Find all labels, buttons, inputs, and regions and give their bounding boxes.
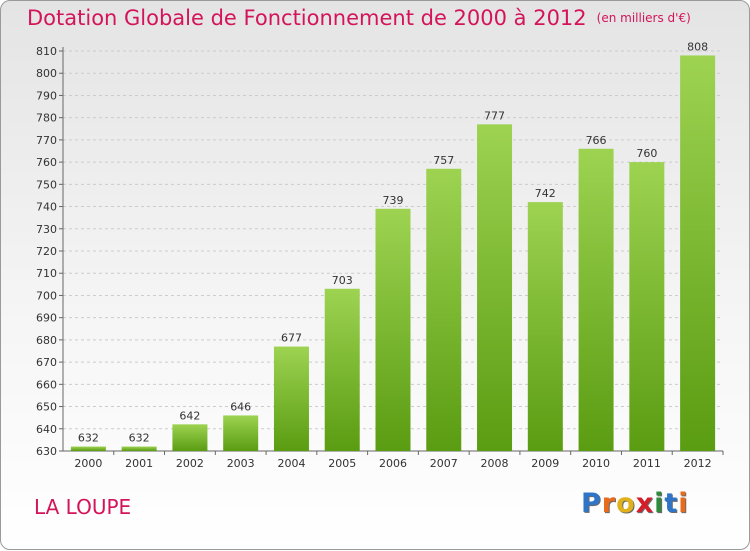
y-tick-label: 770 [36,134,57,147]
x-tick-label: 2008 [481,457,509,470]
bar-2006 [375,208,411,451]
y-tick-label: 750 [36,178,57,191]
value-label: 632 [129,432,150,445]
y-tick-label: 690 [36,312,57,325]
y-tick-label: 740 [36,201,57,214]
logo-letter: P [581,488,602,519]
value-label: 642 [179,409,200,422]
y-tick-label: 670 [36,356,57,369]
x-tick-label: 2003 [227,457,255,470]
x-tick-label: 2011 [633,457,661,470]
proxiti-logo: Proxiti [581,488,689,519]
logo-letter: o [616,488,636,519]
x-tick-label: 2004 [277,457,305,470]
y-tick-label: 760 [36,156,57,169]
x-tick-label: 2006 [379,457,407,470]
x-tick-label: 2009 [531,457,559,470]
x-tick-label: 2001 [125,457,153,470]
y-tick-label: 720 [36,245,57,258]
y-tick-label: 680 [36,334,57,347]
logo-letter: t [664,488,679,519]
bar-2009 [527,202,563,451]
x-tick-label: 2010 [582,457,610,470]
bar-2000 [70,446,106,451]
y-tick-label: 780 [36,112,57,125]
logo-letter: i [654,488,665,519]
bar-2001 [121,446,157,451]
value-label: 703 [332,274,353,287]
bar-2008 [477,124,513,451]
bar-2002 [172,424,208,451]
logo-letter: r [601,488,617,519]
bar-2005 [324,288,360,451]
bar-2007 [426,168,462,451]
chart-title: Dotation Globale de Fonctionnement de 20… [27,6,691,30]
y-tick-label: 790 [36,89,57,102]
logo-letter: i [678,488,689,519]
chart-title-text: Dotation Globale de Fonctionnement de 20… [27,6,587,30]
x-tick-label: 2000 [74,457,102,470]
city-name: LA LOUPE [34,495,132,519]
y-tick-label: 640 [36,423,57,436]
value-label: 760 [636,147,657,160]
y-tick-label: 650 [36,401,57,414]
y-tick-label: 660 [36,378,57,391]
axes: 630 640 650 660 670 680 690 700 710 720 730 740 750 7… [36,45,724,458]
value-label: 646 [230,400,251,413]
x-tick-label: 2007 [430,457,458,470]
value-label: 757 [433,154,454,167]
x-tick-label: 2012 [684,457,712,470]
bar-2010 [578,148,614,451]
bars [70,55,716,451]
y-tick-label: 700 [36,289,57,302]
bar-2004 [273,346,309,451]
value-label: 632 [78,432,99,445]
bar-2011 [629,162,665,451]
y-tick-label: 630 [36,445,57,458]
value-label: 742 [535,187,556,200]
y-tick-label: 730 [36,223,57,236]
bar-2012 [680,55,716,451]
value-label: 677 [281,332,302,345]
x-tick-label: 2002 [176,457,204,470]
y-tick-label: 710 [36,267,57,280]
value-label: 808 [687,40,708,53]
y-tick-label: 810 [36,45,57,58]
chart-unit: (en milliers d'€) [596,11,691,25]
value-label: 739 [383,194,404,207]
value-label: 777 [484,109,505,122]
y-tick-label: 800 [36,67,57,80]
bar-2003 [223,415,259,451]
labels: 2000 632 2001 632 2002 642 2003 646 2004 677 2005 7… [74,40,711,470]
value-label: 766 [586,134,607,147]
logo-letter: x [635,488,655,519]
x-tick-label: 2005 [328,457,356,470]
